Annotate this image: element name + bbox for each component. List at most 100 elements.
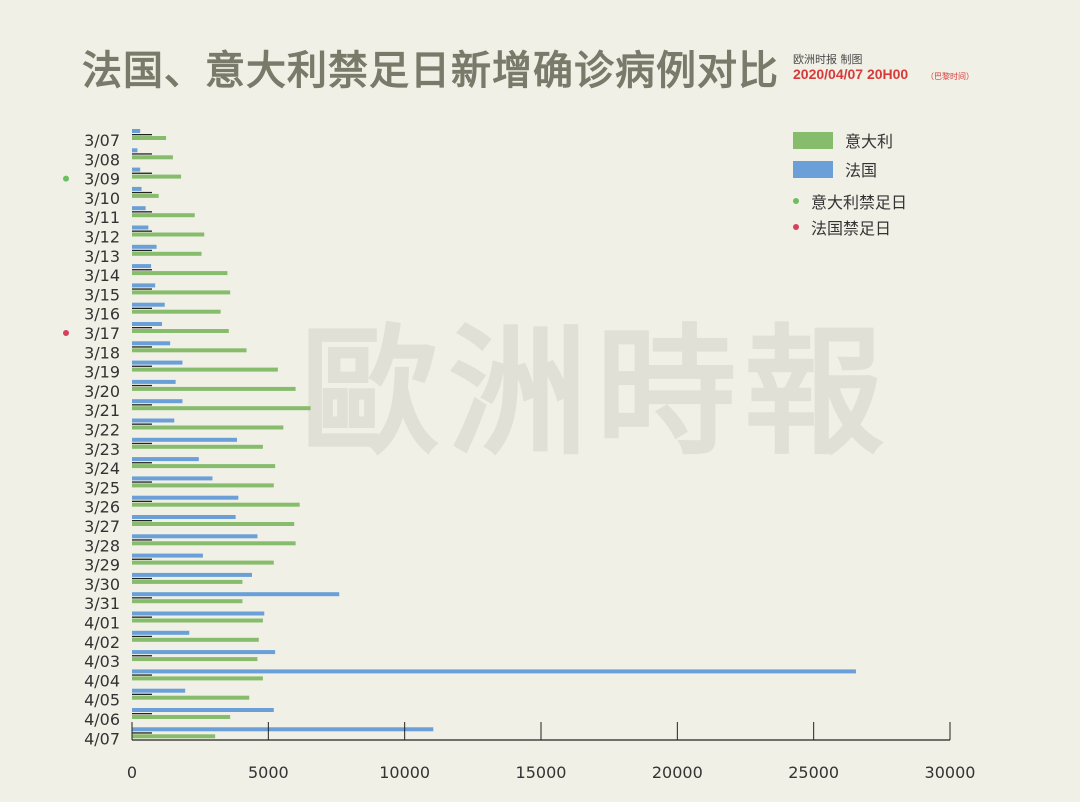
bar-separator: [132, 346, 152, 348]
bar-italy-4-05: [132, 695, 250, 700]
watermark-logo: 歐洲時報: [300, 311, 893, 475]
bar-italy-3-16: [132, 309, 221, 314]
y-tick-label: 3/11: [84, 208, 120, 227]
bar-separator: [132, 404, 152, 406]
bar-france-3-08: [132, 148, 138, 153]
bar-france-3-19: [132, 360, 183, 365]
y-tick-label: 4/06: [84, 710, 120, 729]
bar-france-3-11: [132, 206, 146, 211]
y-tick-label: 3/28: [84, 536, 120, 555]
y-tick-label: 4/01: [84, 614, 120, 633]
y-tick-label: 3/13: [84, 247, 120, 266]
y-tick-label: 3/26: [84, 498, 120, 517]
bar-separator: [132, 500, 152, 502]
bar-italy-3-27: [132, 522, 295, 526]
bar-italy-3-08: [132, 155, 173, 160]
bar-separator: [132, 230, 152, 232]
bar-italy-3-12: [132, 232, 205, 237]
bar-separator: [132, 674, 152, 676]
bar-separator: [132, 211, 152, 213]
legend-swatch-france: [793, 160, 833, 178]
timestamp-note: （巴黎时间）: [926, 72, 974, 81]
y-tick-label: 3/16: [84, 305, 120, 324]
bar-france-3-31: [132, 592, 340, 597]
bar-france-3-14: [132, 264, 152, 269]
france-lockdown-marker: [63, 330, 69, 336]
bar-italy-4-03: [132, 657, 258, 662]
bar-france-4-04: [132, 669, 856, 674]
italy-lockdown-marker: [63, 175, 69, 182]
y-tick-label: 3/08: [84, 150, 120, 169]
x-tick-label: 30000: [925, 763, 976, 782]
bar-italy-4-04: [132, 676, 263, 681]
legend-dot-italy-lockdown: [793, 198, 799, 204]
bar-france-3-26: [132, 495, 239, 500]
bar-separator: [132, 172, 152, 174]
bar-italy-4-07: [132, 734, 216, 739]
bar-italy-3-11: [132, 213, 195, 218]
bar-separator: [132, 693, 152, 695]
bar-separator: [132, 655, 152, 657]
x-tick-label: 0: [127, 763, 137, 782]
bar-separator: [132, 365, 152, 367]
y-tick-label: 3/17: [84, 324, 120, 343]
bar-france-3-17: [132, 322, 162, 326]
bar-separator: [132, 616, 152, 618]
y-tick-label: 3/22: [84, 421, 120, 440]
bar-italy-3-26: [132, 502, 300, 507]
bar-france-3-22: [132, 418, 175, 423]
bar-france-4-07: [132, 727, 434, 732]
bar-italy-3-30: [132, 579, 243, 584]
bar-france-3-25: [132, 476, 213, 481]
chart-title: 法国、意大利禁足日新增确诊病例对比: [82, 48, 779, 94]
x-tick-label: 25000: [788, 763, 839, 782]
bar-italy-3-17: [132, 329, 229, 333]
bar-separator: [132, 713, 152, 715]
x-tick-label: 20000: [652, 763, 703, 782]
bar-separator: [132, 462, 152, 464]
y-tick-label: 3/27: [84, 517, 120, 536]
bar-separator: [132, 732, 152, 734]
y-tick-label: 3/07: [84, 131, 120, 150]
x-tick-label: 15000: [516, 763, 567, 782]
y-tick-label: 3/09: [84, 170, 120, 189]
bar-italy-3-10: [132, 193, 159, 198]
bar-separator: [132, 249, 152, 252]
bar-italy-3-29: [132, 560, 274, 565]
legend-item-france: 法国: [793, 157, 877, 181]
bar-france-3-21: [132, 399, 183, 404]
bar-separator: [132, 307, 152, 309]
y-tick-label: 3/21: [84, 401, 120, 420]
bar-separator: [132, 577, 152, 580]
bar-france-3-07: [132, 129, 141, 133]
legend-item-france-lockdown: 法国禁足日: [791, 215, 891, 239]
y-tick-label: 4/04: [84, 671, 120, 690]
bar-france-3-30: [132, 572, 252, 577]
bar-italy-3-28: [132, 541, 296, 546]
legend-item-italy-lockdown: 意大利禁足日: [791, 189, 907, 213]
x-tick-label: 10000: [379, 763, 430, 782]
bar-italy-4-01: [132, 618, 263, 623]
y-tick-label: 3/24: [84, 459, 120, 478]
bar-separator: [132, 134, 152, 136]
bar-separator: [132, 558, 152, 560]
chart-timestamp: 2020/04/07 20H00: [793, 66, 909, 82]
y-tick-label: 3/30: [84, 575, 120, 594]
bar-separator: [132, 539, 152, 541]
bar-italy-3-22: [132, 425, 284, 430]
bar-france-3-20: [132, 379, 176, 384]
bar-italy-3-13: [132, 251, 202, 256]
y-tick-label: 4/07: [84, 729, 120, 748]
bar-italy-3-15: [132, 290, 231, 295]
legend-label-france-lockdown: 法国禁足日: [811, 219, 892, 238]
bar-separator: [132, 520, 152, 522]
legend-item-italy: 意大利: [793, 128, 893, 152]
y-tick-label: 3/15: [84, 285, 120, 304]
bar-france-3-16: [132, 302, 165, 307]
bar-italy-3-31: [132, 599, 243, 604]
bar-italy-3-09: [132, 174, 182, 179]
bar-france-4-03: [132, 650, 276, 655]
bar-separator: [132, 327, 152, 329]
bar-separator: [132, 635, 152, 638]
bar-france-4-06: [132, 708, 274, 712]
